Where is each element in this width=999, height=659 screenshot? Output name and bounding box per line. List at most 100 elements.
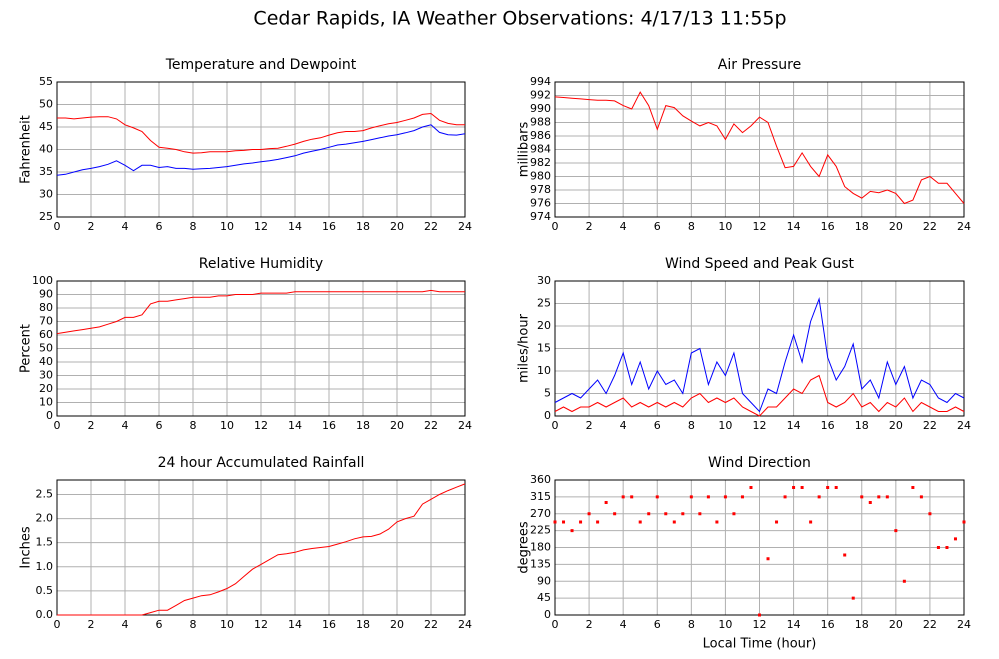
y-tick-label: 20 (39, 382, 53, 395)
x-tick-label: 4 (122, 419, 129, 432)
x-tick-label: 22 (923, 618, 937, 631)
x-tick-label: 24 (458, 419, 472, 432)
y-tick-label: 45 (39, 120, 53, 133)
x-tick-label: 14 (787, 618, 801, 631)
y-tick-label: 0 (544, 409, 551, 422)
data-point (723, 495, 727, 499)
data-point (740, 495, 744, 499)
x-tick-label: 0 (552, 618, 559, 631)
x-tick-label: 10 (718, 618, 732, 631)
data-point (885, 495, 889, 499)
data-point (706, 495, 710, 499)
y-tick-label: 70 (39, 315, 53, 328)
y-tick-label: 25 (537, 297, 551, 310)
page-title: Cedar Rapids, IA Weather Observations: 4… (253, 8, 786, 30)
data-point (672, 520, 676, 524)
y-tick-label: 2.0 (36, 512, 54, 525)
data-point (911, 486, 915, 489)
x-tick-label: 14 (787, 419, 801, 432)
data-point (843, 553, 847, 557)
x-tick-label: 18 (855, 618, 869, 631)
x-tick-label: 18 (356, 419, 370, 432)
x-tick-label: 10 (220, 220, 234, 233)
data-point (800, 486, 804, 489)
y-tick-label: 982 (530, 156, 551, 169)
x-tick-label: 14 (787, 220, 801, 233)
y-tick-label: 60 (39, 328, 53, 341)
x-tick-label: 24 (957, 419, 971, 432)
x-tick-label: 2 (586, 419, 593, 432)
data-point (945, 546, 949, 549)
data-point (587, 512, 591, 516)
x-tick-label: 22 (424, 220, 438, 233)
y-tick-label: 1.5 (36, 536, 54, 549)
plot-frame (56, 479, 466, 616)
x-tick-label: 16 (821, 618, 835, 631)
x-tick-label: 20 (390, 220, 404, 233)
y-tick-label: 10 (39, 396, 53, 409)
x-tick-label: 16 (322, 419, 336, 432)
data-line (554, 297, 965, 413)
panel-title: Temperature and Dewpoint (165, 57, 357, 73)
data-point (732, 512, 736, 516)
x-tick-label: 8 (688, 220, 695, 233)
data-point (698, 512, 702, 516)
panel-title: Wind Speed and Peak Gust (665, 256, 854, 272)
x-tick-label: 12 (254, 618, 268, 631)
y-tick-label: 984 (530, 143, 551, 156)
x-tick-label: 8 (190, 419, 197, 432)
data-line (57, 112, 465, 154)
x-tick-label: 8 (190, 618, 197, 631)
y-tick-label: 978 (530, 183, 551, 196)
data-line (554, 91, 965, 205)
x-tick-label: 20 (390, 419, 404, 432)
data-point (758, 613, 761, 617)
x-tick-label: 10 (220, 419, 234, 432)
x-tick-label: 2 (586, 618, 593, 631)
x-tick-label: 0 (552, 419, 559, 432)
data-point (953, 537, 957, 541)
x-tick-label: 14 (288, 419, 302, 432)
plot-frame (56, 81, 466, 218)
x-tick-label: 4 (620, 618, 627, 631)
y-tick-label: 50 (39, 98, 53, 111)
x-tick-label: 20 (390, 618, 404, 631)
y-axis-label: miles/hour (517, 313, 532, 382)
x-tick-label: 14 (288, 220, 302, 233)
y-tick-label: 40 (39, 355, 53, 368)
y-tick-label: 994 (530, 75, 551, 88)
data-point (877, 495, 881, 499)
x-tick-label: 22 (424, 618, 438, 631)
x-tick-label: 18 (356, 618, 370, 631)
data-point (570, 529, 574, 533)
x-tick-label: 16 (821, 419, 835, 432)
data-point (894, 529, 898, 533)
x-tick-label: 6 (156, 220, 163, 233)
x-tick-label: 2 (88, 419, 95, 432)
data-point (655, 495, 659, 499)
x-tick-label: 24 (458, 220, 472, 233)
y-tick-label: 315 (530, 490, 551, 503)
x-tick-label: 18 (855, 419, 869, 432)
x-tick-label: 8 (688, 419, 695, 432)
data-point (689, 495, 693, 499)
y-tick-label: 976 (530, 197, 551, 210)
data-point (749, 486, 753, 489)
data-point (638, 520, 642, 524)
y-tick-label: 0 (544, 608, 551, 621)
y-tick-label: 992 (530, 89, 551, 102)
data-point (562, 520, 566, 524)
x-tick-label: 12 (254, 419, 268, 432)
data-point (936, 546, 940, 549)
data-line (554, 374, 965, 417)
data-point (579, 520, 583, 524)
data-point (860, 495, 864, 499)
y-tick-label: 30 (537, 274, 551, 287)
y-tick-label: 55 (39, 75, 53, 88)
y-axis-label: degrees (517, 521, 532, 574)
x-tick-label: 6 (156, 419, 163, 432)
x-tick-label: 4 (122, 220, 129, 233)
data-line (57, 483, 466, 616)
y-tick-label: 2.5 (36, 487, 54, 500)
x-tick-label: 2 (88, 220, 95, 233)
